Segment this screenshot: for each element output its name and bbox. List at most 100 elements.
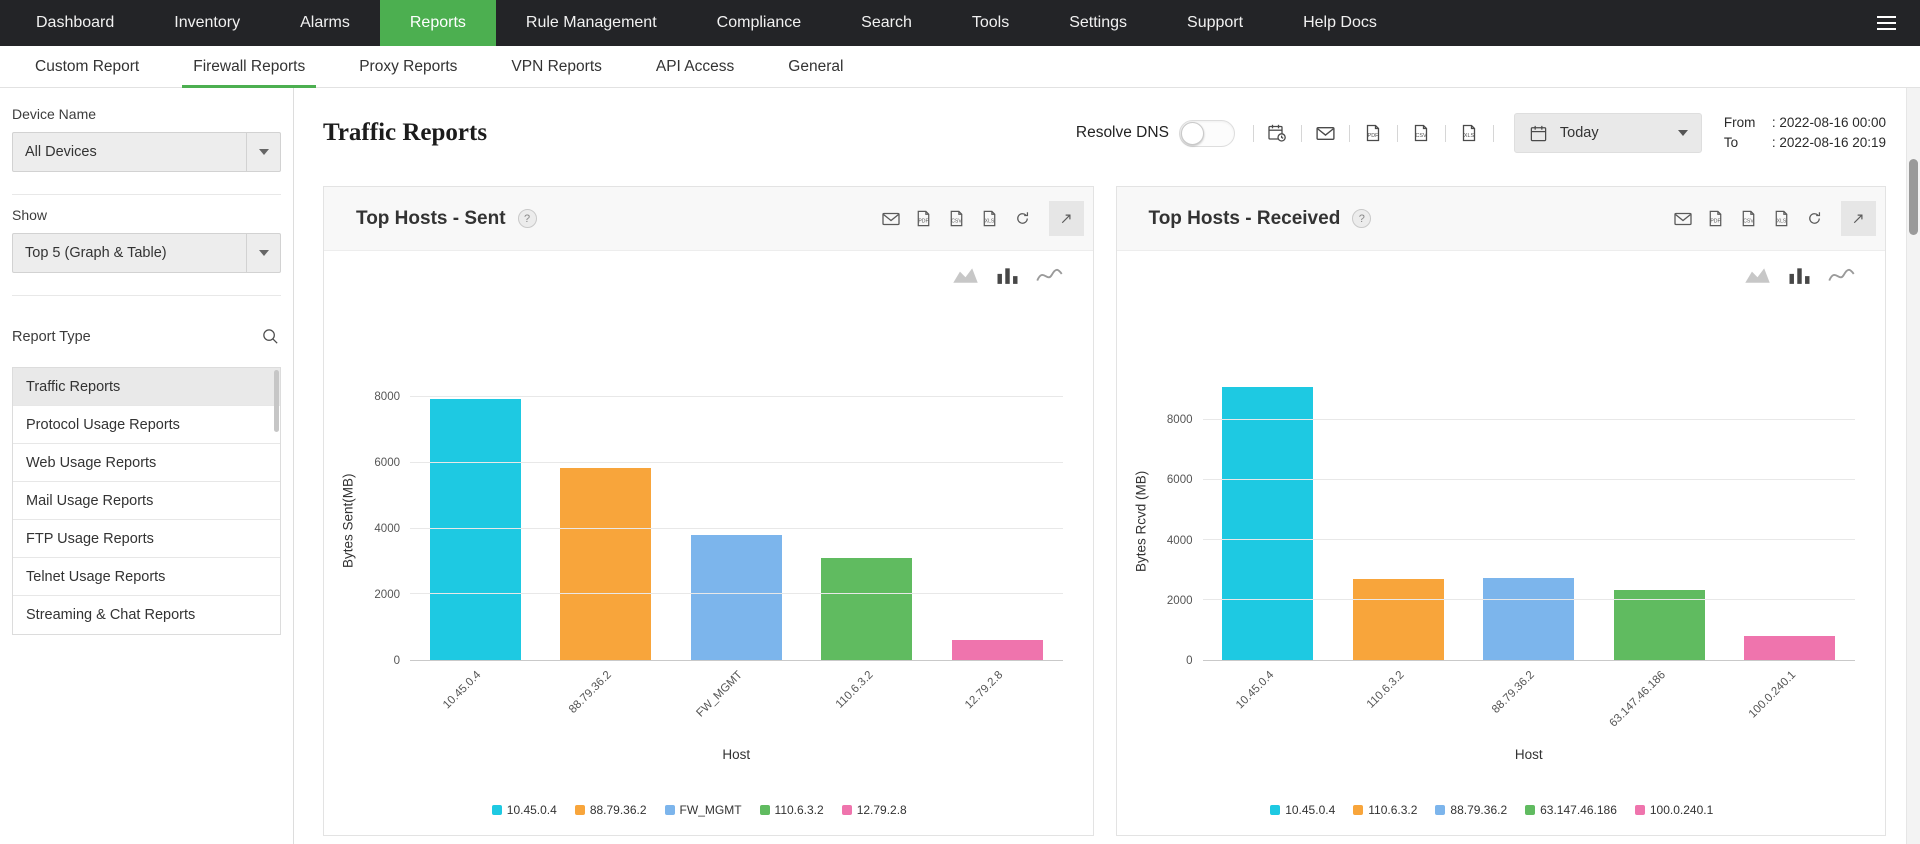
pdf-icon[interactable]: PDF xyxy=(1706,209,1726,229)
to-label: To xyxy=(1723,135,1739,150)
line-chart-icon[interactable] xyxy=(1035,265,1063,285)
bar-110-6-3-2[interactable] xyxy=(1352,579,1444,660)
date-range-picker[interactable]: Today xyxy=(1513,113,1702,153)
pdf-icon[interactable]: PDF xyxy=(914,209,934,229)
chart-type-switcher xyxy=(324,251,1093,285)
show-select[interactable]: Top 5 (Graph & Table) xyxy=(12,233,281,273)
report-tabs: Custom Report Firewall Reports Proxy Repor… xyxy=(0,46,1920,88)
divider xyxy=(1396,124,1398,142)
x-tick-label: 10.45.0.4 xyxy=(1233,669,1277,712)
pdf-icon[interactable]: PDF xyxy=(1363,123,1384,144)
chart-type-switcher xyxy=(1117,251,1886,285)
bar-110-6-3-2[interactable] xyxy=(821,558,913,660)
csv-icon[interactable]: CSV xyxy=(1411,123,1432,144)
calendar-icon xyxy=(1528,123,1549,144)
nav-item-help-docs[interactable]: Help Docs xyxy=(1303,14,1377,31)
refresh-icon[interactable] xyxy=(1013,209,1033,229)
legend-item-10-45-0-4[interactable]: 10.45.0.4 xyxy=(491,803,557,817)
nav-item-search[interactable]: Search xyxy=(861,14,912,31)
report-type-item-telnet-usage-reports[interactable]: Telnet Usage Reports xyxy=(13,558,280,596)
legend-item-12-79-2-8[interactable]: 12.79.2.8 xyxy=(841,803,907,817)
legend-item-100-0-240-1[interactable]: 100.0.240.1 xyxy=(1634,803,1713,817)
nav-item-tools[interactable]: Tools xyxy=(971,14,1010,31)
show-select-value: Top 5 (Graph & Table) xyxy=(25,245,167,261)
csv-icon[interactable]: CSV xyxy=(1739,209,1759,229)
y-tick-label: 8000 xyxy=(1166,414,1193,427)
legend-item-fw-mgmt[interactable]: FW_MGMT xyxy=(664,803,742,817)
bar-100-0-240-1[interactable] xyxy=(1744,636,1836,660)
tab-firewall-reports[interactable]: Firewall Reports xyxy=(166,46,332,88)
nav-item-dashboard[interactable]: Dashboard xyxy=(36,14,115,31)
csv-icon[interactable]: CSV xyxy=(947,209,967,229)
schedule-icon[interactable] xyxy=(1267,123,1288,144)
tab-general[interactable]: General xyxy=(788,57,844,75)
date-range-readout: From: 2022-08-16 00:00 To: 2022-08-16 20… xyxy=(1724,113,1886,153)
list-scrollbar-thumb[interactable] xyxy=(274,370,279,432)
search-icon[interactable] xyxy=(260,326,281,347)
bar-fw-mgmt[interactable] xyxy=(690,535,782,660)
legend-item-63-147-46-186[interactable]: 63.147.46.186 xyxy=(1525,803,1617,817)
legend-item-110-6-3-2[interactable]: 110.6.3.2 xyxy=(759,803,824,817)
nav-item-rule-management[interactable]: Rule Management xyxy=(525,14,657,31)
bar-12-79-2-8[interactable] xyxy=(951,639,1043,660)
bar-88-79-36-2[interactable] xyxy=(560,467,652,660)
mail-icon[interactable] xyxy=(1315,123,1336,144)
mail-icon[interactable] xyxy=(881,209,901,229)
svg-text:PDF: PDF xyxy=(1710,218,1720,224)
report-type-item-streaming-chat-reports[interactable]: Streaming & Chat Reports xyxy=(13,596,280,634)
tab-proxy-reports[interactable]: Proxy Reports xyxy=(359,57,458,75)
divider xyxy=(1492,124,1494,142)
svg-text:XLS: XLS xyxy=(1464,133,1475,139)
legend-item-88-79-36-2[interactable]: 88.79.36.2 xyxy=(574,803,647,817)
nav-item-support[interactable]: Support xyxy=(1187,14,1244,31)
expand-icon[interactable] xyxy=(1841,201,1876,236)
bar-chart-icon[interactable] xyxy=(994,265,1021,285)
device-select[interactable]: All Devices xyxy=(12,132,281,172)
tab-custom-report[interactable]: Custom Report xyxy=(35,57,140,75)
resolve-dns-toggle[interactable] xyxy=(1178,119,1235,147)
report-type-item-web-usage-reports[interactable]: Web Usage Reports xyxy=(13,444,280,482)
report-type-item-mail-usage-reports[interactable]: Mail Usage Reports xyxy=(13,482,280,520)
xls-icon[interactable]: XLS xyxy=(1772,209,1792,229)
report-type-item-ftp-usage-reports[interactable]: FTP Usage Reports xyxy=(13,520,280,558)
area-chart-icon[interactable] xyxy=(952,265,979,285)
mail-icon[interactable] xyxy=(1673,209,1693,229)
bar-63-147-46-186[interactable] xyxy=(1613,589,1705,660)
sidebar: Device Name All Devices Show Top 5 (Grap… xyxy=(0,88,294,844)
hamburger-icon[interactable] xyxy=(1860,0,1912,46)
x-tick-label: 88.79.36.2 xyxy=(1490,669,1538,716)
scrollbar-thumb[interactable] xyxy=(1909,159,1918,235)
nav-item-inventory[interactable]: Inventory xyxy=(174,14,241,31)
bar-10-45-0-4[interactable] xyxy=(1222,387,1314,660)
line-chart-icon[interactable] xyxy=(1828,265,1855,285)
bar-88-79-36-2[interactable] xyxy=(1483,577,1575,660)
legend-item-110-6-3-2[interactable]: 110.6.3.2 xyxy=(1353,803,1417,817)
nav-item-reports[interactable]: Reports xyxy=(379,0,496,46)
divider xyxy=(1300,124,1302,142)
report-type-list: Traffic Reports Protocol Usage Reports Web… xyxy=(12,367,281,635)
chart-legend: 10.45.0.4 88.79.36.2 FW_MGMT 110.6.3.2 12.79… xyxy=(336,771,1063,821)
xls-icon[interactable]: XLS xyxy=(980,209,1000,229)
bar-10-45-0-4[interactable] xyxy=(429,399,521,660)
nav-item-alarms[interactable]: Alarms xyxy=(300,14,350,31)
bar-chart: Bytes Rcvd (MB) 0 2000 4000 6000 8000 10.45.… xyxy=(1129,381,1856,821)
tab-api-access[interactable]: API Access xyxy=(655,57,735,75)
chart-legend: 10.45.0.4 110.6.3.2 88.79.36.2 63.147.46.18… xyxy=(1129,771,1856,821)
tab-vpn-reports[interactable]: VPN Reports xyxy=(511,57,602,75)
legend-item-88-79-36-2[interactable]: 88.79.36.2 xyxy=(1435,803,1507,817)
help-icon[interactable]: ? xyxy=(517,209,537,228)
scrollbar[interactable] xyxy=(1906,88,1920,844)
help-icon[interactable]: ? xyxy=(1352,209,1372,228)
plot-area xyxy=(410,381,1063,661)
report-type-item-protocol-usage-reports[interactable]: Protocol Usage Reports xyxy=(13,406,280,444)
refresh-icon[interactable] xyxy=(1805,209,1825,229)
nav-item-settings[interactable]: Settings xyxy=(1069,14,1128,31)
xls-icon[interactable]: XLS xyxy=(1459,123,1480,144)
area-chart-icon[interactable] xyxy=(1744,265,1771,285)
report-type-item-traffic-reports[interactable]: Traffic Reports xyxy=(13,368,280,406)
nav-item-compliance[interactable]: Compliance xyxy=(716,14,802,31)
legend-item-10-45-0-4[interactable]: 10.45.0.4 xyxy=(1270,803,1335,817)
bar-chart-icon[interactable] xyxy=(1786,265,1813,285)
expand-icon[interactable] xyxy=(1048,201,1084,236)
